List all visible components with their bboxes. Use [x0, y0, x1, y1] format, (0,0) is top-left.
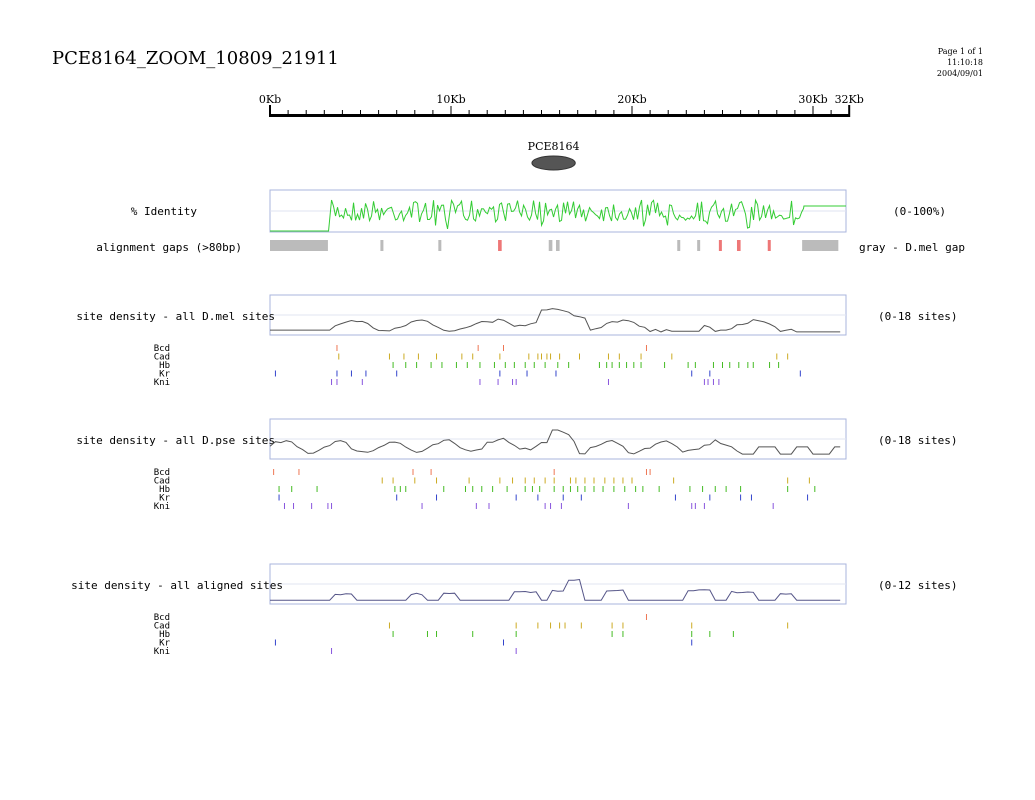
- density-line: [270, 308, 841, 333]
- identity-label: % Identity: [131, 205, 198, 218]
- ruler-bar: [270, 114, 850, 117]
- factor-label-kr: Kr: [159, 639, 170, 649]
- gap-block: [270, 240, 328, 251]
- gene-feature: [531, 155, 576, 171]
- density-line: [270, 578, 841, 601]
- alignment-gaps-track: alignment gaps (>80bp) gray - D.mel gap: [96, 240, 965, 254]
- density-track-1: site density - all D.mel sites (0-18 site…: [76, 294, 957, 388]
- gap-block: [736, 240, 741, 251]
- density-label: site density - all D.pse sites: [76, 434, 275, 447]
- density-range: (0-12 sites): [878, 579, 957, 592]
- factor-label-bcd: Bcd: [154, 468, 170, 478]
- print-time: 11:10:18: [947, 58, 983, 67]
- density-range: (0-18 sites): [878, 434, 957, 447]
- factor-label-hb: Hb: [159, 361, 170, 371]
- factor-label-kr: Kr: [159, 370, 170, 380]
- density-label: site density - all aligned sites: [71, 579, 283, 592]
- gap-block: [498, 240, 502, 251]
- ruler-label: 32Kb: [835, 93, 864, 106]
- gap-block: [438, 240, 442, 251]
- factor-label-kni: Kni: [154, 647, 170, 657]
- ruler-label: 20Kb: [617, 93, 646, 106]
- page-number: Page 1 of 1: [937, 47, 983, 56]
- factor-label-hb: Hb: [159, 630, 170, 640]
- gap-block: [802, 240, 839, 251]
- print-date: 2004/09/01: [936, 69, 983, 78]
- factor-label-cad: Cad: [154, 353, 170, 363]
- gap-block: [718, 240, 722, 251]
- scale-ruler: 0Kb 10Kb 20Kb 30Kb 32Kb: [259, 93, 864, 117]
- factor-label-bcd: Bcd: [154, 613, 170, 623]
- ruler-label: 30Kb: [798, 93, 827, 106]
- identity-track: % Identity (0-100%): [131, 189, 946, 233]
- factor-label-hb: Hb: [159, 485, 170, 495]
- ruler-label: 10Kb: [436, 93, 465, 106]
- density-line: [269, 429, 841, 455]
- density-label: site density - all D.mel sites: [76, 310, 275, 323]
- factor-label-kr: Kr: [159, 494, 170, 504]
- density-track-3: site density - all aligned sites (0-12 si…: [71, 563, 957, 657]
- factor-label-cad: Cad: [154, 622, 170, 632]
- gaps-legend: gray - D.mel gap: [859, 241, 965, 254]
- gap-block: [767, 240, 771, 251]
- gap-block: [548, 240, 553, 251]
- ruler-label: 0Kb: [259, 93, 281, 106]
- density-track-2: site density - all D.pse sites (0-18 site…: [76, 418, 957, 512]
- factor-label-kni: Kni: [154, 502, 170, 512]
- identity-range: (0-100%): [893, 205, 946, 218]
- gaps-label: alignment gaps (>80bp): [96, 241, 242, 254]
- gene-label: PCE8164: [528, 140, 580, 153]
- gap-block: [555, 240, 560, 251]
- factor-label-kni: Kni: [154, 378, 170, 388]
- identity-line: [270, 198, 846, 232]
- page-info: Page 1 of 1 11:10:18 2004/09/01: [937, 46, 983, 79]
- gap-block: [380, 240, 384, 251]
- page-title: PCE8164_ZOOM_10809_21911: [52, 48, 339, 69]
- gap-block: [677, 240, 681, 251]
- factor-label-cad: Cad: [154, 477, 170, 487]
- factor-label-bcd: Bcd: [154, 344, 170, 354]
- gap-block: [697, 240, 701, 251]
- density-range: (0-18 sites): [878, 310, 957, 323]
